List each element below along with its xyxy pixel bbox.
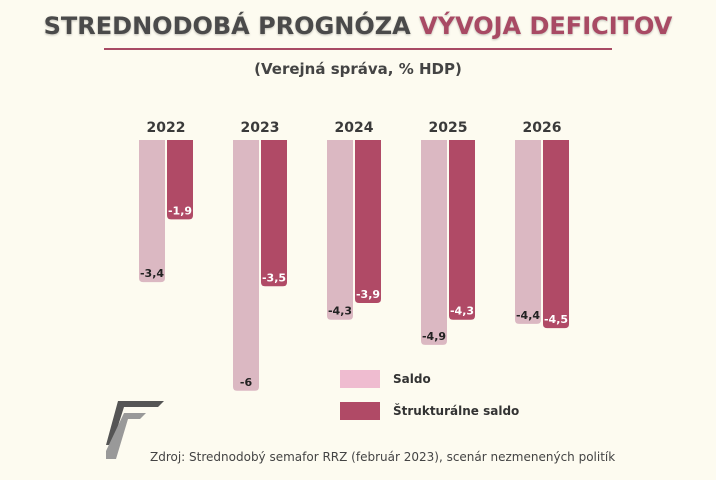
bar-saldo [421, 140, 447, 345]
data-label: -4,9 [422, 330, 446, 343]
year-label: 2022 [147, 120, 186, 136]
legend-label: Štrukturálne saldo [393, 404, 520, 418]
legend-item-strukturalne: Štrukturálne saldo [340, 402, 519, 420]
legend-swatch-saldo [340, 370, 380, 388]
data-label: -3,5 [262, 271, 286, 284]
title-divider [104, 48, 612, 50]
bar-strukturalne [543, 140, 569, 329]
year-label: 2026 [523, 120, 562, 136]
title-part2: VÝVOJA DEFICITOV [419, 12, 673, 40]
chart-title: STREDNODOBÁ PROGNÓZA VÝVOJA DEFICITOV [0, 12, 716, 40]
data-label: -4,3 [328, 305, 352, 318]
source-note: Zdroj: Strednodobý semafor RRZ (február … [150, 450, 616, 464]
data-label: -3,4 [140, 267, 164, 280]
data-label: -1,9 [168, 204, 192, 217]
data-label: -4,5 [544, 313, 568, 326]
chart-subtitle: (Verejná správa, % HDP) [254, 60, 462, 78]
data-label: -3,9 [356, 288, 380, 301]
data-label: -6 [240, 376, 253, 389]
bar-strukturalne [261, 140, 287, 287]
rrz-logo [106, 401, 164, 459]
data-label: -4,3 [450, 305, 474, 318]
legend-item-saldo: Saldo [340, 370, 431, 388]
year-label: 2025 [429, 120, 468, 136]
bar-saldo [327, 140, 353, 320]
data-label: -4,4 [516, 309, 540, 322]
bar-saldo [233, 140, 259, 391]
bar-strukturalne [167, 140, 193, 220]
bar-strukturalne [355, 140, 381, 304]
title-part1: STREDNODOBÁ PROGNÓZA [43, 12, 411, 40]
legend-swatch-strukturalne [340, 402, 380, 420]
bar-saldo [515, 140, 541, 324]
bar-strukturalne [449, 140, 475, 320]
legend-label: Saldo [393, 372, 431, 386]
bar-saldo [139, 140, 165, 283]
year-label: 2023 [241, 120, 280, 136]
year-label: 2024 [335, 120, 374, 136]
